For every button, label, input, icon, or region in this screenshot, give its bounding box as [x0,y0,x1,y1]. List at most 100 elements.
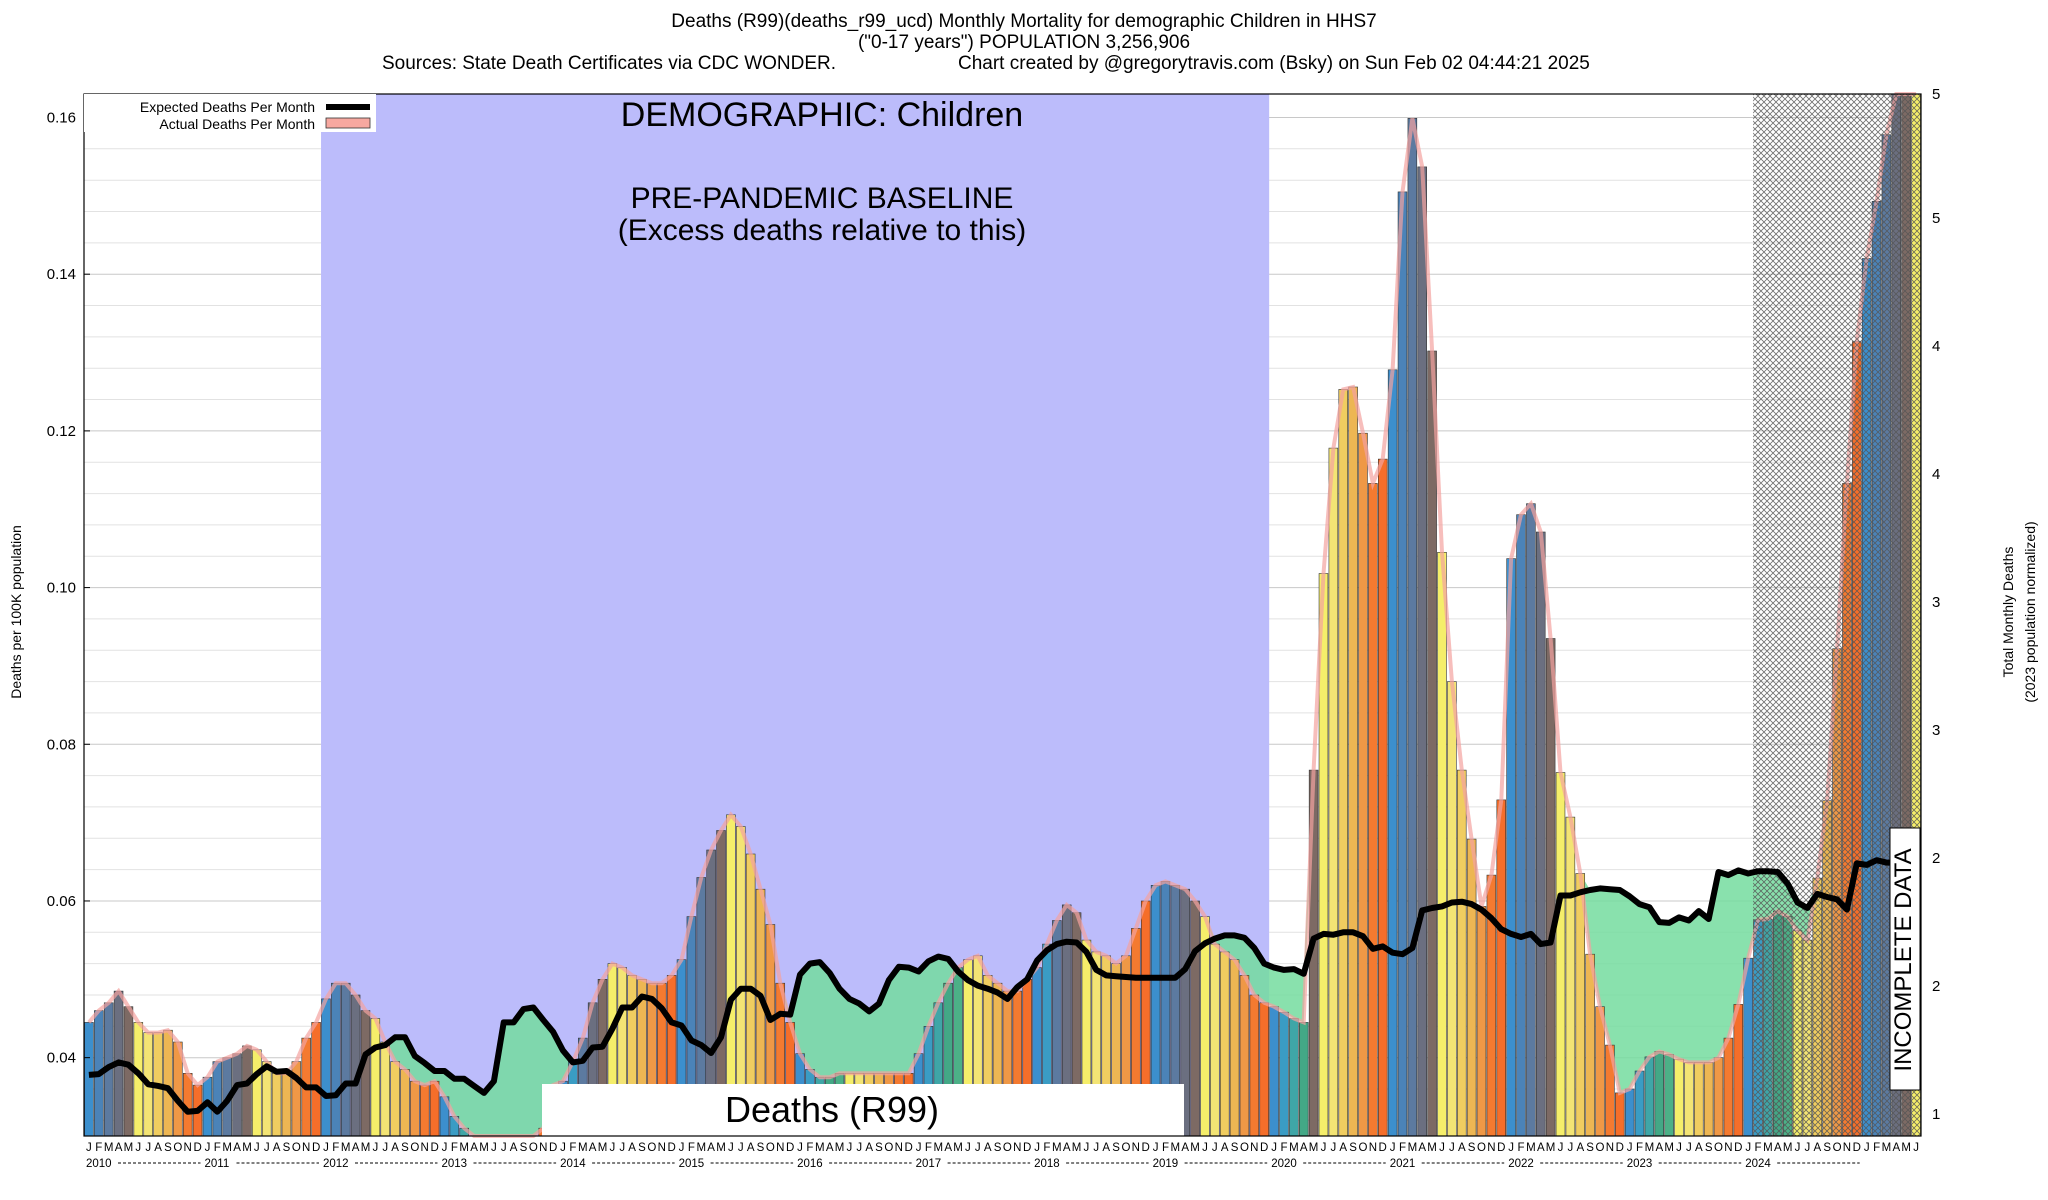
month-tick-label: A [391,1142,399,1154]
month-tick-label: J [560,1142,566,1154]
month-tick-label: S [1468,1142,1476,1154]
year-label: 2022 [1508,1158,1534,1170]
month-tick-label: N [1606,1142,1614,1154]
month-tick-label: S [401,1142,409,1154]
bar [400,1069,410,1137]
month-tick-label: A [1300,1142,1308,1154]
month-tick-label: M [1664,1142,1674,1154]
month-tick-label: S [994,1142,1002,1154]
bar [1427,350,1437,1137]
bar [1733,1004,1744,1137]
year-label: 2021 [1390,1158,1416,1170]
month-tick-label: F [1162,1142,1169,1154]
month-tick-label: A [1695,1142,1703,1154]
bar [1516,514,1526,1137]
month-tick-label: M [1408,1142,1418,1154]
month-tick-label: O [766,1142,775,1154]
y-tick-label: 0.16 [47,110,76,127]
month-tick-label: N [658,1142,666,1154]
bar [1684,1062,1694,1137]
bar [1368,483,1378,1137]
bar [340,982,351,1137]
bar [370,1018,381,1137]
month-tick-label: M [1882,1142,1892,1154]
bar [212,1061,223,1137]
month-tick-label: D [1616,1142,1624,1154]
month-tick-label: O [1833,1142,1842,1154]
month-tick-label: F [688,1142,695,1154]
incomplete-label-box [1889,827,1921,1091]
month-tick-label: F [806,1142,813,1154]
month-tick-label: S [283,1142,291,1154]
month-tick-label: F [569,1142,576,1154]
month-tick-label: S [875,1142,883,1154]
month-tick-label: A [1181,1142,1189,1154]
month-tick-label: S [520,1142,528,1154]
month-tick-label: M [697,1142,707,1154]
y-tick-label: 0.04 [47,1050,76,1067]
month-tick-label: A [865,1142,873,1154]
month-tick-label: D [1023,1142,1031,1154]
month-tick-label: M [1546,1142,1556,1154]
bar [321,998,331,1137]
bar [1624,1088,1635,1137]
month-tick-label: J [738,1142,744,1154]
bar [1545,638,1556,1137]
month-tick-label: M [835,1142,845,1154]
month-tick-label: J [1864,1142,1870,1154]
bar [1338,389,1348,1137]
month-tick-label: J [1913,1142,1919,1154]
month-tick-label: A [628,1142,636,1154]
month-tick-label: J [1568,1142,1574,1154]
month-tick-label: J [145,1142,151,1154]
bar [1526,503,1536,1137]
bar [1239,975,1250,1137]
month-tick-label: F [1636,1142,1643,1154]
bar [380,1041,390,1137]
month-tick-label: J [1331,1142,1337,1154]
year-label: 2010 [86,1158,112,1170]
month-tick-label: A [1774,1142,1782,1154]
bar [1615,1092,1625,1137]
month-tick-label: J [1676,1142,1682,1154]
month-tick-label: J [1449,1142,1455,1154]
month-tick-label: M [1427,1142,1437,1154]
month-tick-label: A [747,1142,755,1154]
month-tick-label: A [1576,1142,1584,1154]
month-tick-label: F [1517,1142,1524,1154]
month-tick-label: D [312,1142,320,1154]
month-tick-label: J [1212,1142,1218,1154]
month-tick-label: A [1537,1142,1545,1154]
bar [1259,1002,1269,1137]
bar [1634,1070,1645,1137]
month-tick-label: J [1508,1142,1514,1154]
bar [331,982,341,1137]
month-tick-label: D [1142,1142,1150,1154]
bar [1298,1022,1309,1137]
month-tick-label: D [193,1142,201,1154]
month-tick-label: J [797,1142,803,1154]
year-label: 2023 [1627,1158,1653,1170]
month-tick-label: J [254,1142,260,1154]
month-tick-label: J [1034,1142,1040,1154]
credit-text: Chart created by @gregorytravis.com (Bsk… [958,53,1590,74]
bar [1328,447,1339,1137]
month-tick-label: A [826,1142,834,1154]
y-tick-label: 0.06 [47,893,76,910]
month-tick-label: D [549,1142,557,1154]
month-tick-label: N [1487,1142,1495,1154]
bar [1348,386,1358,1137]
month-tick-label: O [292,1142,301,1154]
bar [1476,906,1487,1137]
month-tick-label: M [1526,1142,1536,1154]
month-tick-label: F [1399,1142,1406,1154]
month-tick-label: O [1714,1142,1723,1154]
month-tick-label: M [934,1142,944,1154]
year-label: 2011 [205,1158,230,1170]
bar [1269,1006,1279,1137]
month-tick-label: J [205,1142,211,1154]
month-tick-label: M [104,1142,114,1154]
bar [1743,957,1753,1137]
month-tick-label: A [233,1142,241,1154]
month-tick-label: S [638,1142,646,1154]
